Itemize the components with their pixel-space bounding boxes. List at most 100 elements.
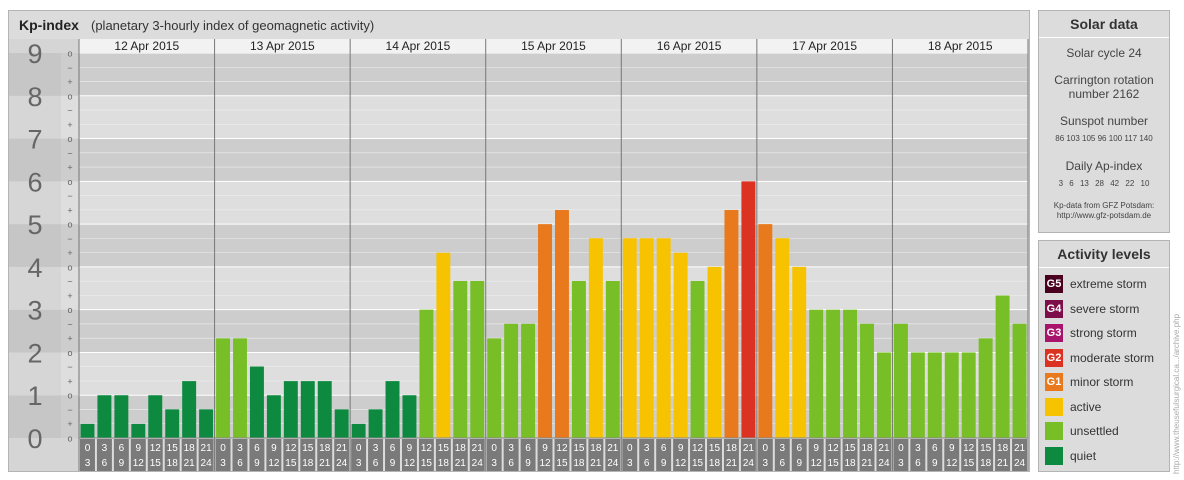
interval-start-label: 3 (779, 443, 785, 454)
interval-end-label: 6 (779, 458, 785, 469)
minor-tick-label: + (67, 248, 72, 258)
level-label: unsettled (1070, 424, 1119, 438)
kp-bar (639, 238, 654, 438)
ap-value: 10 (1140, 179, 1150, 188)
interval-cell (401, 439, 417, 471)
kp-bar (131, 423, 146, 438)
level-band-label-bg (9, 266, 61, 310)
interval-start-label: 6 (661, 443, 667, 454)
interval-end-label: 21 (861, 458, 873, 469)
level-badge: G4 (1045, 299, 1063, 318)
interval-end-label: 3 (491, 458, 497, 469)
minor-tick-label: − (67, 362, 72, 372)
interval-end-label: 24 (878, 458, 890, 469)
interval-end-label: 18 (980, 458, 992, 469)
kp-bar (538, 224, 552, 438)
interval-start-label: 6 (932, 443, 938, 454)
interval-cell (130, 439, 146, 471)
level-severe-storm: G4 severe storm (1045, 299, 1139, 319)
interval-end-label: 15 (285, 458, 297, 469)
day-header-bg (79, 39, 1028, 53)
minor-tick-label: o (67, 49, 72, 59)
kp-chart-panel: o + o − + o − + o − + o − + o − + o − + o − + o − + o −0 1 2 3 4 5 6 7 8 9 12… (8, 10, 1030, 472)
interval-cell (215, 439, 231, 471)
interval-cell (96, 439, 112, 471)
interval-end-label: 12 (946, 458, 958, 469)
interval-end-label: 9 (796, 458, 802, 469)
minor-tick-label: − (67, 319, 72, 329)
interval-end-label: 18 (709, 458, 721, 469)
interval-start-label: 12 (963, 443, 975, 454)
interval-end-label: 24 (607, 458, 619, 469)
kp-bar (656, 238, 671, 438)
sunspot-value: 103 (1066, 134, 1080, 143)
level-band (9, 53, 1028, 96)
interval-end-label: 21 (590, 458, 602, 469)
interval-cell (537, 439, 553, 471)
kp-bar (741, 181, 756, 439)
interval-end-label: 3 (356, 458, 362, 469)
kp-bar (724, 209, 739, 438)
level-badge (1045, 422, 1063, 440)
y-tick-label: 3 (27, 296, 42, 326)
kp-bar (419, 309, 434, 438)
minor-tick-label: o (67, 305, 72, 315)
sunspot-values: 86 103 105 96 100 117 140 (1039, 134, 1169, 144)
interval-end-label: 21 (184, 458, 196, 469)
minor-tick-label: o (67, 220, 72, 230)
level-band-label-bg (9, 95, 61, 139)
level-band (9, 266, 1028, 310)
sunspot-value: 96 (1097, 134, 1107, 143)
level-label: quiet (1070, 448, 1097, 463)
interval-start-label: 6 (796, 443, 802, 454)
interval-start-label: 18 (861, 443, 873, 454)
y-tick-label: 7 (27, 125, 42, 155)
interval-start-label: 0 (356, 443, 362, 454)
kp-bar (300, 381, 315, 438)
interval-end-label: 6 (508, 458, 514, 469)
credit-line-1: Kp-data from GFZ Potsdam: (1053, 201, 1155, 210)
interval-cell (673, 439, 689, 471)
credit-line-2: http://www.gfz-potsdam.de (1056, 211, 1152, 220)
kp-bar (165, 409, 180, 438)
kp-bar (910, 352, 925, 438)
level-label: strong storm (1070, 326, 1137, 340)
kp-bar (961, 352, 976, 438)
interval-start-label: 9 (136, 443, 142, 454)
interval-start-label: 6 (390, 443, 396, 454)
interval-cell (842, 439, 858, 471)
interval-start-label: 6 (525, 443, 531, 454)
interval-end-label: 15 (150, 458, 162, 469)
minor-tick-label: o (67, 262, 72, 272)
ap-value: 13 (1079, 179, 1089, 188)
interval-start-label: 18 (590, 443, 602, 454)
interval-cell (774, 439, 790, 471)
level-band (9, 138, 1028, 182)
interval-end-label: 3 (627, 458, 633, 469)
interval-start-label: 18 (319, 443, 331, 454)
interval-start-label: 6 (254, 443, 260, 454)
ap-values: 3 6 13 28 42 22 10 (1039, 179, 1169, 189)
interval-end-label: 15 (692, 458, 704, 469)
kp-bar (266, 395, 281, 438)
kp-bar (809, 309, 824, 438)
interval-start-label: 3 (237, 443, 243, 454)
interval-end-label: 18 (167, 458, 179, 469)
chart-title: Kp-index (19, 17, 79, 33)
kp-bar (216, 338, 231, 438)
level-active: active (1045, 397, 1101, 417)
ap-value: 6 (1069, 179, 1074, 188)
kp-bar (97, 395, 112, 438)
interval-start-label: 21 (336, 443, 348, 454)
interval-end-label: 12 (404, 458, 416, 469)
interval-cell (978, 439, 994, 471)
solar-cycle: Solar cycle 24 (1066, 46, 1142, 60)
interval-cell (588, 439, 604, 471)
kp-bar (876, 352, 891, 438)
minor-tick-label: o (67, 391, 72, 401)
interval-start-label: 15 (709, 443, 721, 454)
interval-start-label: 3 (373, 443, 379, 454)
interval-cell (300, 439, 316, 471)
interval-start-label: 21 (201, 443, 213, 454)
day-label: 12 Apr 2015 (114, 39, 179, 53)
